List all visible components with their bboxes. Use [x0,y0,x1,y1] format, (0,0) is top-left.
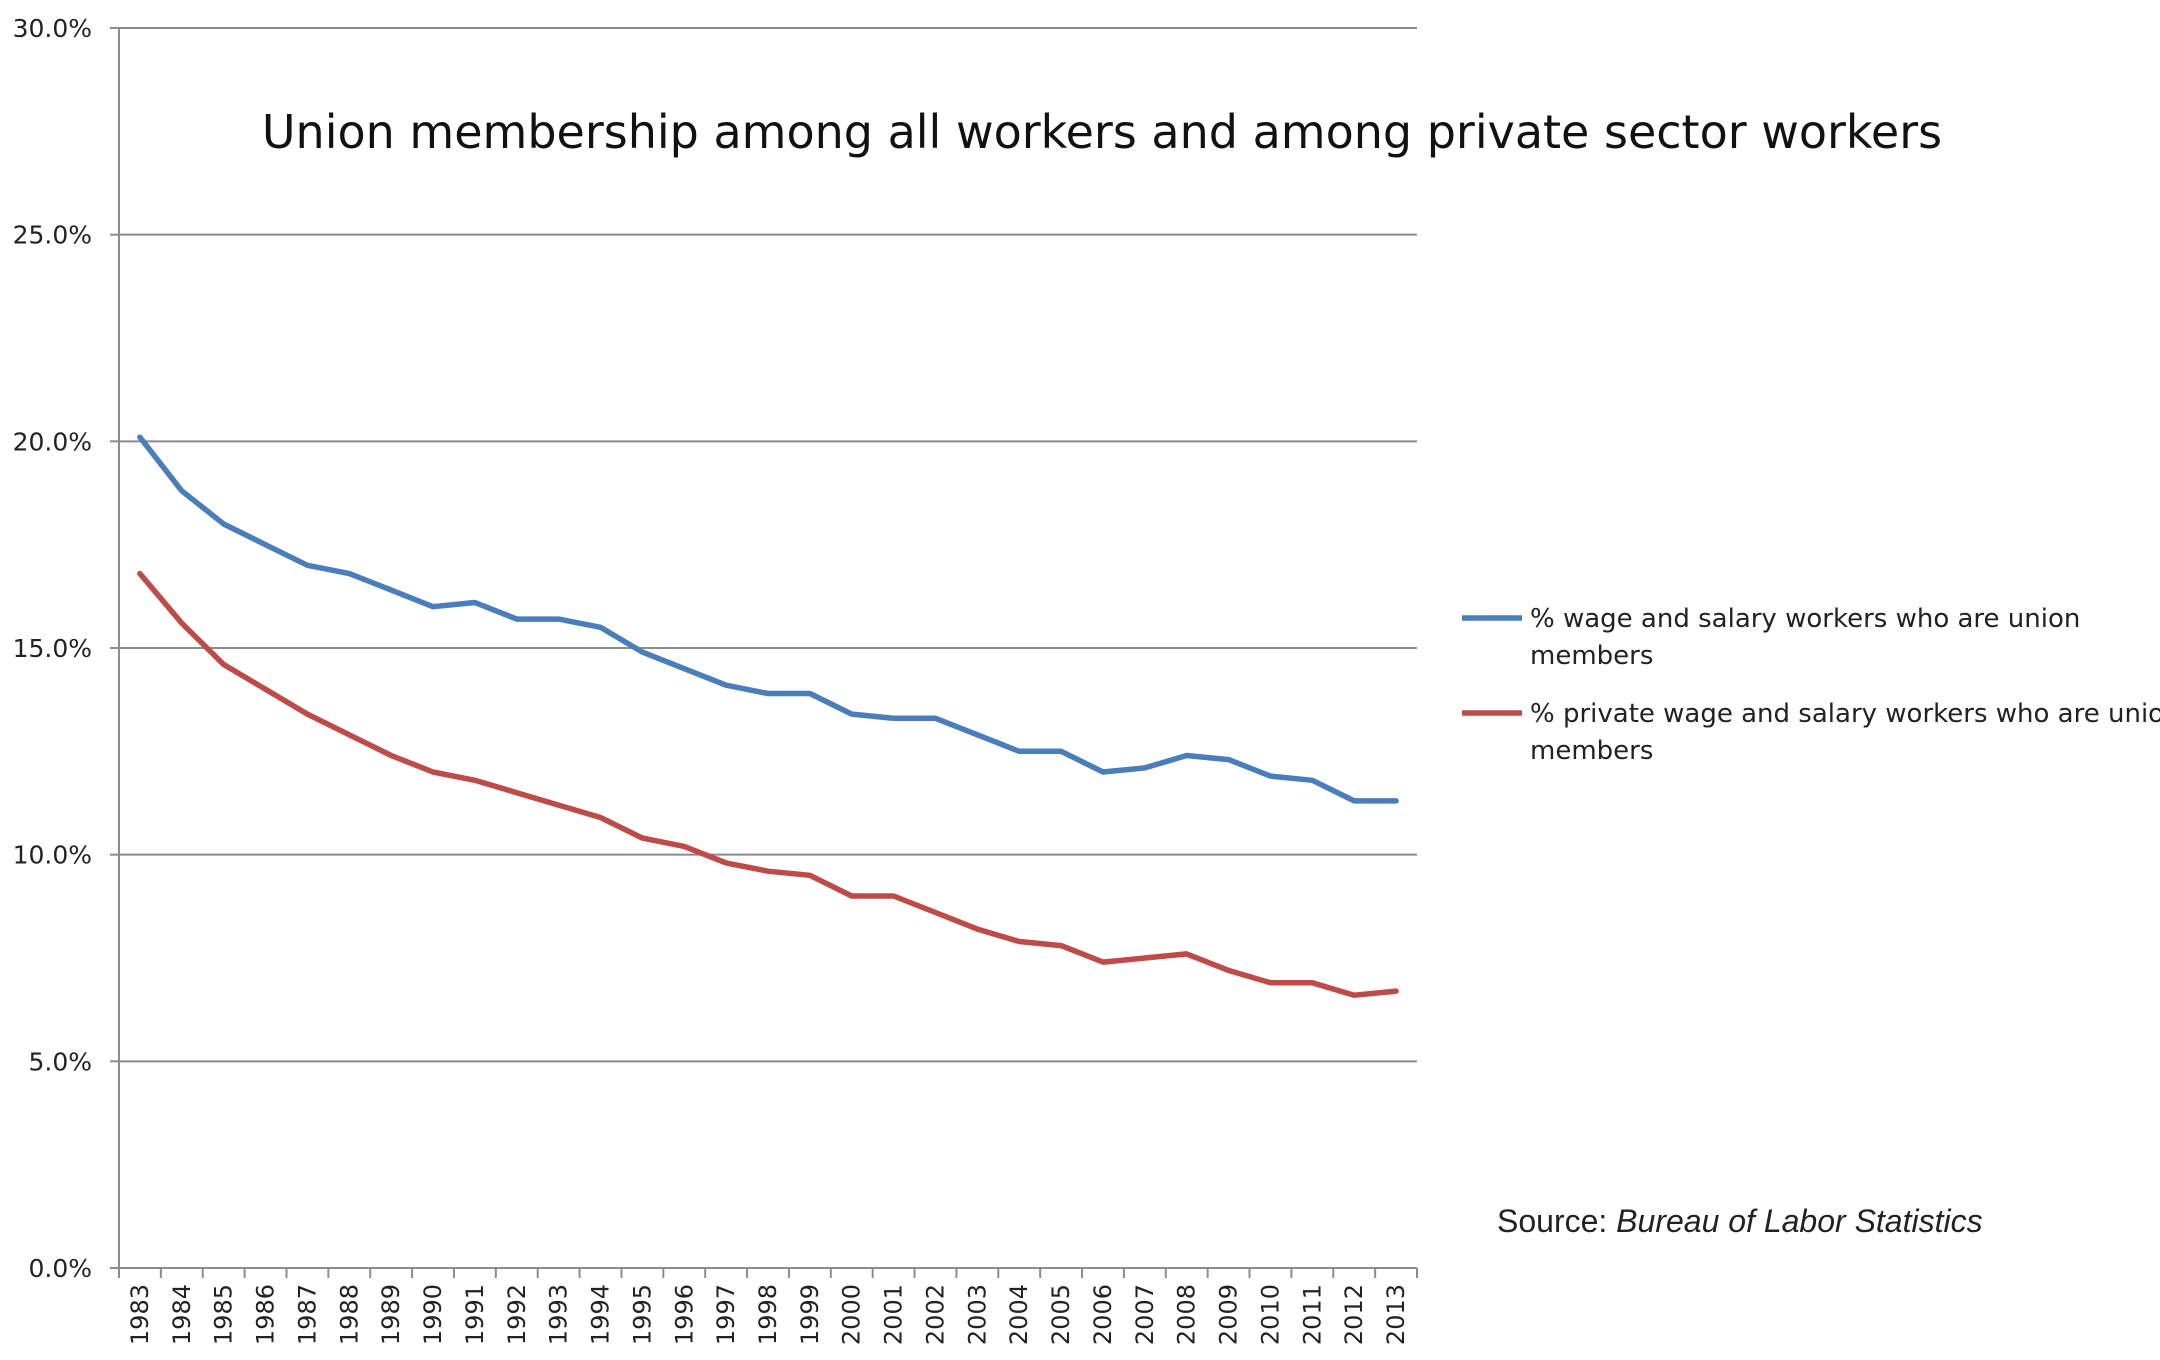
chart-title: Union membership among all workers and a… [262,105,1942,159]
x-tick-label: 2005 [1047,1284,1075,1345]
x-tick-label: 1994 [587,1284,615,1345]
x-tick-label: 2012 [1340,1284,1368,1345]
x-tick-label: 1992 [503,1284,531,1345]
legend-label: % wage and salary workers who are union [1530,604,2080,634]
x-tick-label: 1990 [419,1284,447,1345]
x-tick-label: 2007 [1131,1284,1159,1345]
x-tick-label: 1987 [293,1284,321,1345]
x-tick-label: 2004 [1005,1284,1033,1345]
x-tick-label: 2006 [1089,1284,1117,1345]
x-tick-label: 1983 [126,1284,154,1345]
x-tick-label: 1997 [712,1284,740,1345]
legend-label: members [1530,641,1653,671]
source-name: Bureau of Labor Statistics [1616,1203,1982,1239]
y-tick-label: 15.0% [13,634,92,663]
x-tick-label: 1998 [754,1284,782,1345]
series-line-2 [137,570,1399,998]
y-tick-label: 20.0% [13,427,92,456]
x-axis-ticks: 1983 1984 1985 1986 1987 1988 1989 1990 1991 1992… [118,1268,1418,1345]
x-tick-label: 1985 [210,1284,238,1345]
x-tick-label: 2000 [838,1284,866,1345]
x-tick-label: 1988 [335,1284,363,1345]
x-tick-label: 1986 [252,1284,280,1345]
x-tick-label: 1996 [670,1284,698,1345]
y-axis-ticks: 0.0% 5.0% 10.0% 15.0% 20.0% 25.0% 30.0% [13,14,119,1283]
x-tick-label: 2001 [880,1284,908,1345]
x-tick-label: 1989 [377,1284,405,1345]
legend-label: members [1530,736,1653,766]
y-tick-label: 25.0% [13,221,92,250]
x-tick-label: 2003 [963,1284,991,1345]
x-tick-label: 1984 [168,1284,196,1345]
x-tick-label: 2010 [1256,1284,1284,1345]
x-tick-label: 2011 [1298,1284,1326,1345]
legend-label: % private wage and salary workers who ar… [1530,699,2160,729]
y-tick-label: 30.0% [13,14,92,43]
x-tick-label: 2002 [921,1284,949,1345]
x-tick-label: 2009 [1215,1284,1243,1345]
x-tick-label: 2013 [1382,1284,1410,1345]
series-line-1 [137,434,1399,804]
x-tick-label: 2008 [1173,1284,1201,1345]
x-tick-label: 1993 [545,1284,573,1345]
x-tick-label: 1995 [628,1284,656,1345]
legend: % wage and salary workers who are union m… [1462,604,2160,766]
x-tick-label: 1999 [796,1284,824,1345]
source-note: Source: Bureau of Labor Statistics [1497,1203,1983,1239]
gridlines [119,27,1417,1063]
y-tick-label: 0.0% [28,1254,92,1283]
y-tick-label: 5.0% [28,1047,92,1076]
x-tick-label: 1991 [461,1284,489,1345]
series-lines [137,434,1399,998]
source-prefix: Source: [1497,1203,1616,1239]
y-tick-label: 10.0% [13,841,92,870]
